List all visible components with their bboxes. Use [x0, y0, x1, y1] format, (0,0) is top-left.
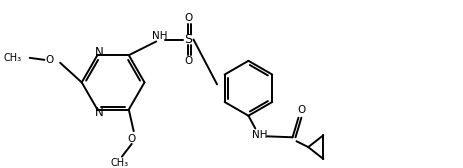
Text: NH: NH [152, 31, 168, 41]
Text: O: O [184, 56, 192, 66]
Text: N: N [95, 46, 104, 59]
Text: O: O [297, 105, 305, 115]
Text: CH₃: CH₃ [111, 158, 129, 167]
Text: O: O [184, 13, 192, 23]
Text: CH₃: CH₃ [4, 53, 22, 63]
Text: O: O [45, 55, 53, 65]
Text: N: N [95, 106, 104, 119]
Text: S: S [183, 33, 191, 46]
Text: NH: NH [252, 130, 267, 140]
Text: O: O [127, 134, 136, 144]
